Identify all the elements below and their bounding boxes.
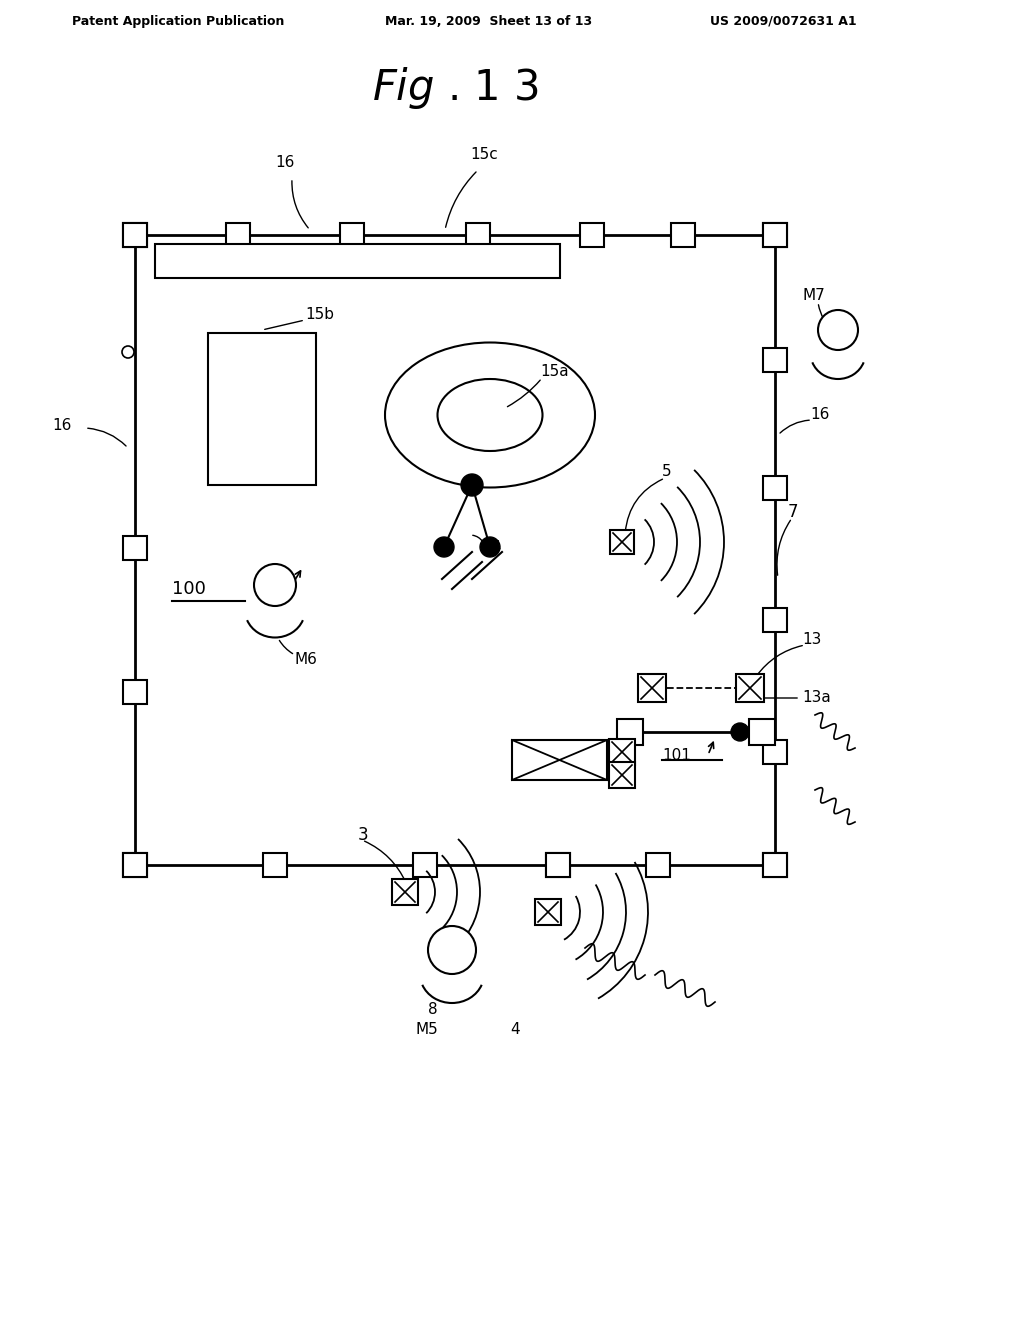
Text: 3: 3 bbox=[358, 826, 369, 843]
Text: 8: 8 bbox=[428, 1002, 437, 1018]
Text: 15c: 15c bbox=[470, 147, 498, 162]
Bar bbox=[512, 741, 607, 780]
Text: 100: 100 bbox=[172, 579, 206, 598]
Bar bbox=[646, 853, 670, 876]
Bar bbox=[610, 531, 634, 554]
Circle shape bbox=[434, 537, 454, 557]
Bar bbox=[123, 536, 147, 560]
Circle shape bbox=[731, 723, 749, 741]
Bar bbox=[466, 223, 490, 247]
Text: US 2009/0072631 A1: US 2009/0072631 A1 bbox=[710, 15, 857, 28]
Text: 16: 16 bbox=[52, 417, 72, 433]
Bar bbox=[609, 739, 635, 766]
Bar bbox=[123, 680, 147, 704]
Bar bbox=[135, 235, 775, 865]
Bar bbox=[226, 223, 250, 247]
Bar bbox=[208, 333, 316, 484]
Text: 13a: 13a bbox=[802, 690, 830, 705]
Bar bbox=[763, 853, 787, 876]
Text: Mar. 19, 2009  Sheet 13 of 13: Mar. 19, 2009 Sheet 13 of 13 bbox=[385, 15, 592, 28]
Text: 7: 7 bbox=[788, 503, 799, 521]
Circle shape bbox=[818, 310, 858, 350]
Text: 13: 13 bbox=[802, 632, 821, 648]
Bar bbox=[392, 879, 418, 906]
Text: Patent Application Publication: Patent Application Publication bbox=[72, 15, 285, 28]
Circle shape bbox=[254, 564, 296, 606]
Bar bbox=[638, 675, 666, 702]
Circle shape bbox=[480, 537, 500, 557]
Bar bbox=[749, 719, 775, 744]
Text: $\it{Fig}$ . $\it{1}$ $\it{3}$: $\it{Fig}$ . $\it{1}$ $\it{3}$ bbox=[372, 65, 539, 111]
Text: M5: M5 bbox=[415, 1023, 437, 1038]
Bar bbox=[123, 223, 147, 247]
Circle shape bbox=[461, 474, 483, 496]
Bar bbox=[763, 477, 787, 500]
Text: 101: 101 bbox=[662, 747, 691, 763]
Text: 5: 5 bbox=[662, 465, 672, 479]
Text: 16: 16 bbox=[275, 154, 295, 170]
Bar bbox=[546, 853, 570, 876]
Bar bbox=[413, 853, 437, 876]
Bar bbox=[763, 609, 787, 632]
Bar bbox=[763, 223, 787, 247]
Bar bbox=[535, 899, 561, 925]
Bar bbox=[340, 223, 364, 247]
Text: 16: 16 bbox=[810, 408, 829, 422]
Circle shape bbox=[428, 927, 476, 974]
Bar bbox=[580, 223, 604, 247]
Bar bbox=[123, 853, 147, 876]
Bar bbox=[546, 853, 570, 876]
Bar bbox=[123, 853, 147, 876]
Bar bbox=[763, 223, 787, 247]
Bar bbox=[609, 762, 635, 788]
Text: M7: M7 bbox=[802, 288, 824, 302]
Bar bbox=[763, 853, 787, 876]
Bar bbox=[763, 348, 787, 372]
Text: 14: 14 bbox=[482, 540, 502, 556]
Bar bbox=[763, 741, 787, 764]
Bar bbox=[671, 223, 695, 247]
Bar bbox=[123, 223, 147, 247]
Bar bbox=[263, 853, 287, 876]
Text: 15b: 15b bbox=[305, 308, 334, 322]
Bar bbox=[617, 719, 643, 744]
Text: 15a: 15a bbox=[540, 364, 568, 380]
Text: M6: M6 bbox=[295, 652, 317, 668]
Text: 4: 4 bbox=[510, 1023, 519, 1038]
Bar bbox=[736, 675, 764, 702]
Bar bbox=[155, 244, 560, 279]
